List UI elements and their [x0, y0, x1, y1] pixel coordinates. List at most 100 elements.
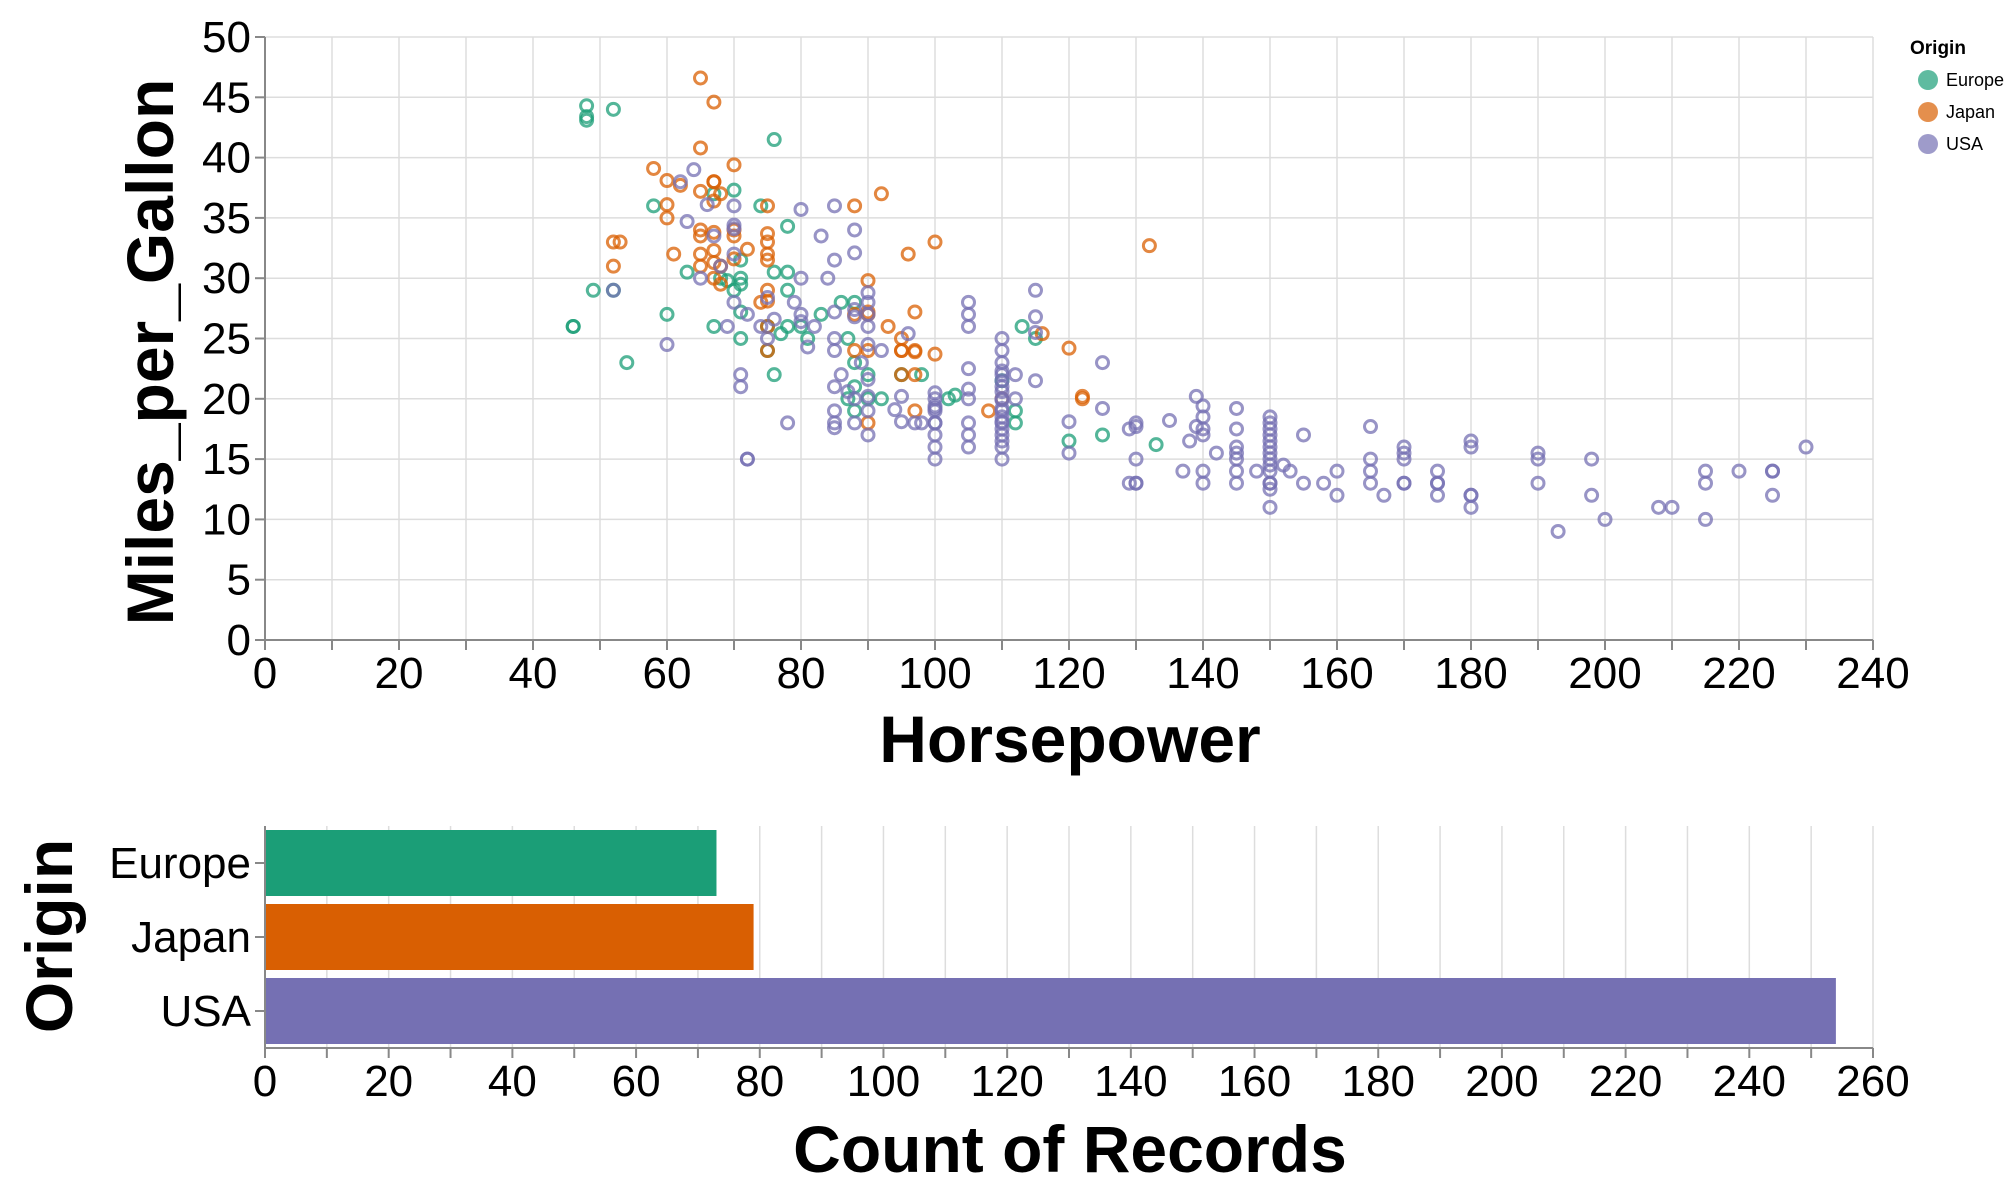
scatter-point-usa: [1262, 421, 1278, 437]
scatter-y-tick-label: 5: [227, 556, 251, 605]
legend-swatch-usa: [1918, 134, 1938, 154]
scatter-point-usa: [1396, 445, 1412, 461]
scatter-point-japan: [612, 234, 628, 250]
scatter-point-usa: [847, 222, 863, 238]
bar-x-tick-label: 160: [1218, 1057, 1291, 1106]
scatter-x-tick-label: 0: [253, 649, 277, 698]
scatter-point-japan: [760, 252, 775, 268]
scatter-point-usa: [1396, 475, 1412, 491]
bar-usa: [265, 978, 1836, 1044]
scatter-point-japan: [927, 234, 943, 250]
scatter-point-europe: [840, 391, 856, 407]
bar-x-tick-label: 260: [1836, 1057, 1909, 1106]
scatter-point-usa: [927, 451, 943, 467]
scatter-point-usa: [887, 402, 903, 418]
scatter-point-usa: [860, 285, 876, 301]
scatter-point-japan: [646, 160, 662, 176]
scatter-point-usa: [1262, 475, 1278, 491]
scatter-point-europe: [733, 270, 749, 286]
scatter-point-usa: [833, 367, 849, 383]
scatter-point-japan: [659, 197, 675, 213]
scatter-point-usa: [1463, 487, 1479, 503]
scatter-point-usa: [820, 270, 836, 286]
scatter-point-europe: [646, 198, 662, 214]
legend-label-japan: Japan: [1946, 102, 1995, 122]
scatter-point-usa: [726, 221, 742, 237]
bar-japan: [265, 904, 754, 970]
scatter-point-usa: [733, 379, 749, 395]
scatter-point-europe: [860, 367, 876, 383]
bar-category-label: Japan: [131, 913, 251, 962]
scatter-x-tick-label: 80: [777, 649, 826, 698]
scatter-point-usa: [760, 289, 775, 305]
scatter-point-usa: [827, 403, 842, 419]
scatter-point-usa: [994, 331, 1010, 346]
scatter-point-europe: [1007, 415, 1023, 431]
scatter-point-usa: [1430, 463, 1445, 479]
scatter-point-usa: [1262, 415, 1278, 431]
scatter-point-japan: [760, 198, 775, 214]
scatter-point-usa: [860, 388, 876, 404]
scatter-point-europe: [1007, 403, 1023, 419]
scatter-point-japan: [713, 186, 729, 202]
scatter-point-usa: [786, 294, 802, 310]
scatter-point-europe: [780, 264, 796, 280]
scatter-point-japan: [927, 346, 943, 362]
scatter-point-usa: [961, 415, 976, 431]
scatter-point-japan: [693, 70, 708, 86]
scatter-point-usa: [672, 174, 688, 190]
scatter-point-usa: [847, 391, 863, 407]
scatter-point-usa: [813, 228, 829, 244]
scatter-point-usa: [1584, 487, 1600, 503]
scatter-point-japan: [726, 157, 742, 173]
scatter-point-usa: [1095, 355, 1110, 371]
scatter-point-usa: [1229, 463, 1244, 479]
scatter-point-usa: [1128, 415, 1144, 431]
scatter-point-usa: [1262, 499, 1278, 515]
scatter-point-europe: [780, 282, 796, 298]
scatter-point-europe: [605, 101, 621, 117]
scatter-point-europe: [565, 318, 581, 334]
scatter-point-usa: [827, 198, 842, 214]
scatter-point-usa: [1028, 309, 1043, 325]
scatter-point-usa: [719, 318, 735, 334]
scatter-point-europe: [914, 367, 930, 383]
scatter-x-tick-label: 180: [1434, 649, 1507, 698]
scatter-y-tick-label: 0: [227, 616, 251, 665]
scatter-point-japan: [726, 251, 742, 267]
scatter-point-europe: [800, 331, 816, 346]
scatter-point-usa: [900, 326, 916, 342]
scatter-y-axis-title: Miles_per_Gallon: [113, 79, 187, 626]
scatter-point-japan: [880, 318, 896, 334]
scatter-point-usa: [605, 282, 621, 298]
scatter-point-usa: [927, 391, 943, 407]
scatter-point-usa: [1182, 433, 1198, 449]
bar-category-label: USA: [161, 987, 252, 1036]
scatter-point-japan: [706, 174, 722, 190]
scatter-point-usa: [961, 391, 976, 407]
legend-swatch-japan: [1918, 102, 1938, 122]
scatter-point-usa: [1296, 427, 1311, 443]
legend-label-europe: Europe: [1946, 70, 2004, 90]
scatter-point-europe: [766, 367, 782, 383]
scatter-x-tick-label: 120: [1032, 649, 1105, 698]
scatter-point-japan: [847, 343, 863, 359]
scatter-point-usa: [1229, 475, 1244, 491]
scatter-y-tick-label: 25: [202, 315, 251, 364]
scatter-point-japan: [713, 276, 729, 292]
scatter-point-usa: [679, 214, 695, 230]
scatter-point-usa: [1363, 463, 1378, 479]
scatter-point-usa: [793, 270, 809, 286]
scatter-point-usa: [1162, 413, 1177, 429]
legend-entries: Europe Japan USA: [1918, 70, 2004, 154]
scatter-point-japan: [605, 234, 621, 250]
scatter-point-usa: [894, 414, 909, 430]
scatter-point-usa: [847, 245, 863, 261]
scatter-point-usa: [1188, 388, 1204, 404]
scatter-point-japan: [693, 258, 708, 274]
scatter-point-japan: [907, 403, 923, 419]
scatter-point-europe: [733, 331, 749, 346]
scatter-y-tick-label: 30: [202, 254, 251, 303]
legend-title: Origin: [1910, 38, 1966, 59]
scatter-point-europe: [847, 403, 863, 419]
